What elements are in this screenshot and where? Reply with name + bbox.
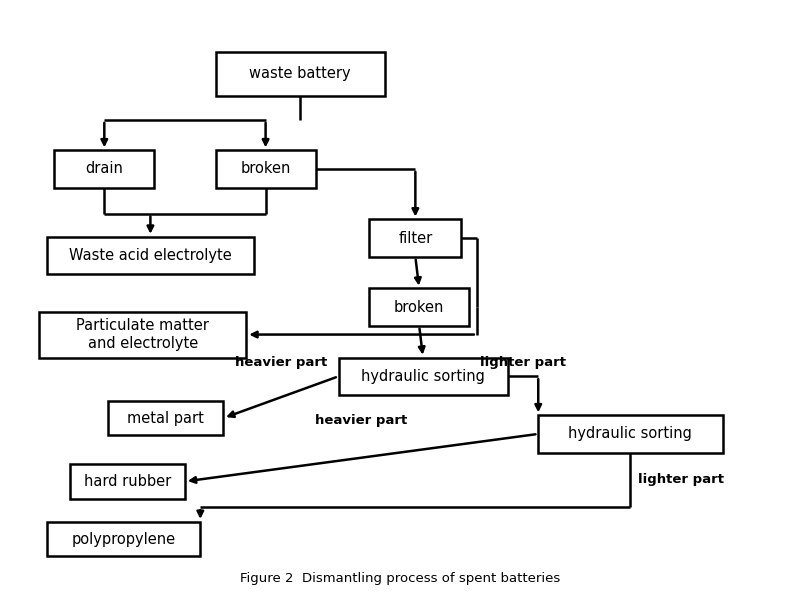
FancyBboxPatch shape bbox=[370, 220, 462, 257]
Text: waste battery: waste battery bbox=[250, 67, 351, 82]
FancyBboxPatch shape bbox=[216, 52, 385, 95]
Text: metal part: metal part bbox=[127, 410, 204, 425]
Text: filter: filter bbox=[398, 230, 433, 245]
FancyBboxPatch shape bbox=[370, 289, 469, 326]
FancyBboxPatch shape bbox=[39, 311, 246, 358]
Text: heavier part: heavier part bbox=[235, 356, 327, 370]
Text: hydraulic sorting: hydraulic sorting bbox=[361, 369, 485, 384]
Text: drain: drain bbox=[86, 161, 123, 176]
Text: Waste acid electrolyte: Waste acid electrolyte bbox=[69, 248, 232, 263]
FancyBboxPatch shape bbox=[46, 522, 200, 556]
FancyBboxPatch shape bbox=[216, 150, 315, 188]
Text: polypropylene: polypropylene bbox=[71, 532, 175, 547]
Text: lighter part: lighter part bbox=[480, 356, 566, 370]
Text: hard rubber: hard rubber bbox=[84, 474, 171, 489]
FancyBboxPatch shape bbox=[46, 236, 254, 274]
FancyBboxPatch shape bbox=[54, 150, 154, 188]
Text: Figure 2  Dismantling process of spent batteries: Figure 2 Dismantling process of spent ba… bbox=[240, 572, 560, 585]
FancyBboxPatch shape bbox=[108, 401, 223, 436]
Text: Particulate matter
and electrolyte: Particulate matter and electrolyte bbox=[76, 319, 209, 351]
Text: broken: broken bbox=[241, 161, 290, 176]
FancyBboxPatch shape bbox=[538, 415, 722, 452]
Text: broken: broken bbox=[394, 299, 444, 314]
Text: hydraulic sorting: hydraulic sorting bbox=[569, 427, 692, 442]
FancyBboxPatch shape bbox=[70, 464, 185, 499]
Text: lighter part: lighter part bbox=[638, 473, 724, 487]
FancyBboxPatch shape bbox=[338, 358, 507, 395]
Text: heavier part: heavier part bbox=[315, 414, 408, 427]
